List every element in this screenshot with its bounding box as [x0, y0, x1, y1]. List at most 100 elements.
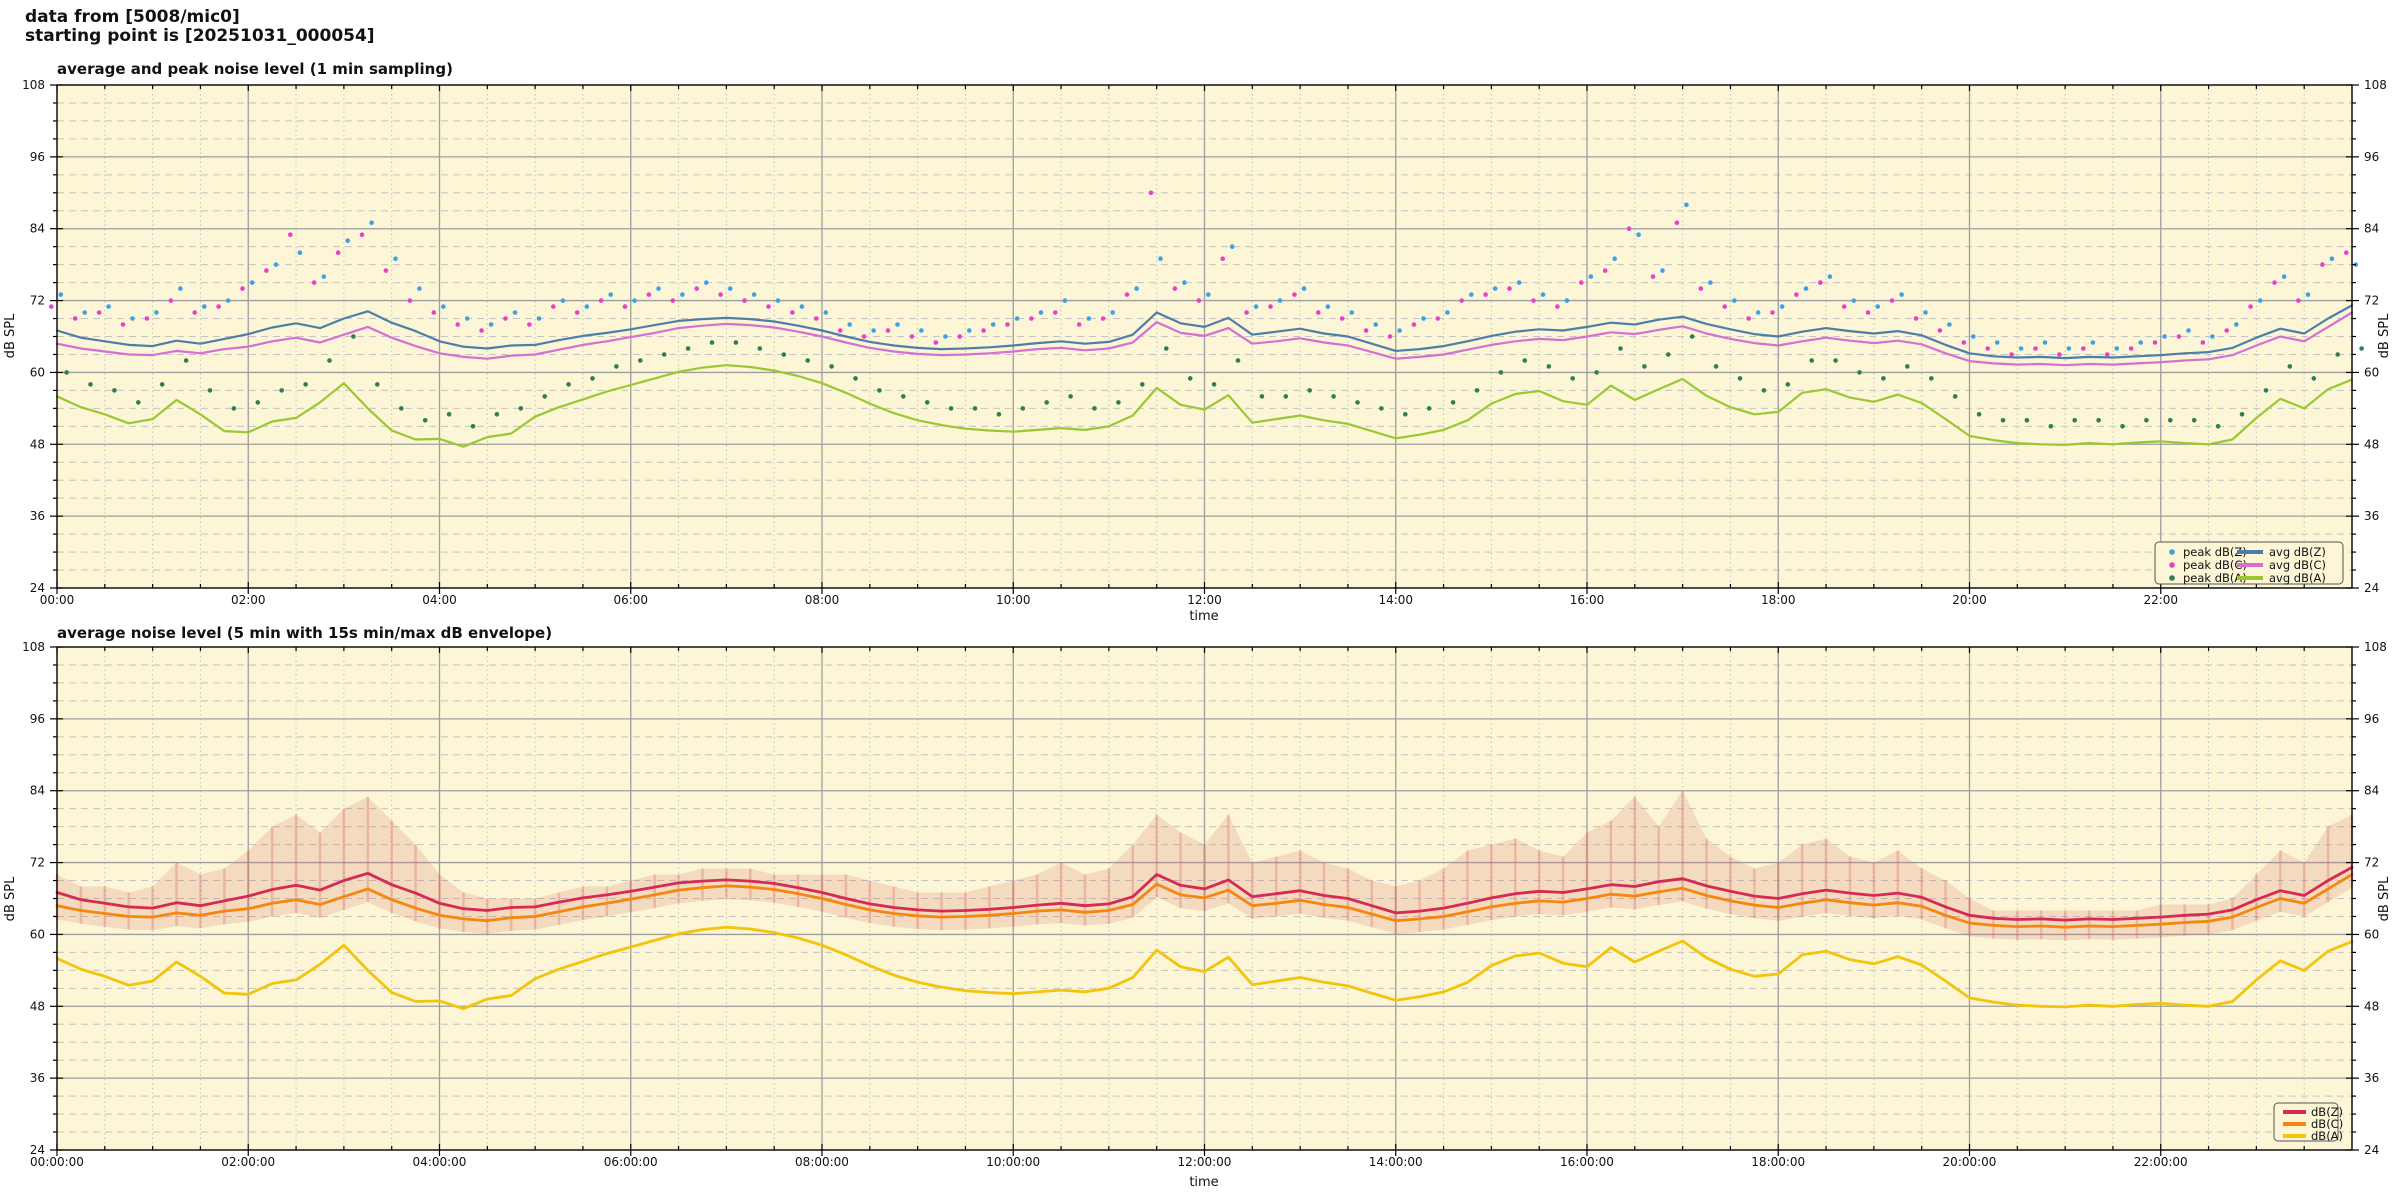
y-tick-label-left: 36: [30, 509, 45, 523]
series-points: [49, 190, 2349, 357]
y-tick-label-left: 84: [30, 222, 45, 236]
series-group: [55, 790, 2354, 1011]
legend: peak dB(Z)peak dB(C)peak dB(A)avg dB(Z)a…: [2154, 541, 2344, 585]
grid-major: [57, 647, 2352, 1150]
y-tick-label-right: 84: [2364, 784, 2379, 798]
legend-entry-label: dB(C): [2311, 1117, 2343, 1131]
x-tick-label: 12:00:00: [1178, 1155, 1232, 1169]
x-tick-label: 02:00: [231, 593, 266, 607]
y-tick-label-left: 48: [30, 437, 45, 451]
y-tick-label-left: 24: [30, 1143, 45, 1157]
chart-avg-5min-plot-area: 00:00:00 02:00:00 04:00:00 06:00:00 08:00:00…: [22, 640, 2387, 1169]
series-group: [49, 190, 2364, 448]
series-line: [55, 304, 2354, 360]
legend-entry-label: dB(Z): [2311, 1105, 2343, 1119]
axis-ticks: [50, 646, 2359, 1156]
y-tick-label-right: 60: [2364, 927, 2379, 941]
x-tick-label: 06:00: [613, 593, 648, 607]
envelope-band: [57, 790, 2352, 941]
legend-entry-label: dB(A): [2311, 1129, 2343, 1143]
chart-avg-5min-envelope: average noise level (5 min with 15s min/…: [3, 624, 2392, 1190]
chart-avg-5min-title: average noise level (5 min with 15s min/…: [57, 624, 552, 642]
y-tick-label-left: 108: [22, 78, 45, 92]
series-line: [55, 925, 2354, 1011]
series-line: [55, 364, 2354, 448]
y-tick-label-left: 84: [30, 784, 45, 798]
x-tick-label: 22:00: [2143, 593, 2178, 607]
y-tick-label-left: 96: [30, 712, 45, 726]
y-tick-label-left: 60: [30, 365, 45, 379]
x-tick-label: 00:00: [40, 593, 75, 607]
tick-labels: 00:00:00 02:00:00 04:00:00 06:00:00 08:00:00…: [22, 640, 2387, 1169]
chart-avg-5min-ylabel-right: dB SPL: [2377, 876, 2392, 921]
y-tick-label-left: 24: [30, 581, 45, 595]
y-tick-label-right: 108: [2364, 640, 2387, 654]
x-tick-label: 16:00:00: [1560, 1155, 1614, 1169]
legend-point-marker: [2169, 562, 2175, 568]
chart-avg-peak-ylabel-left: dB SPL: [3, 313, 18, 358]
header-line2: starting point is [20251031_000054]: [25, 26, 375, 46]
legend-entry-label: peak dB(A): [2183, 571, 2247, 585]
x-tick-label: 18:00: [1761, 593, 1796, 607]
y-tick-label-left: 36: [30, 1071, 45, 1085]
legend-entry-label: avg dB(Z): [2269, 545, 2326, 559]
chart-avg-peak-xlabel: time: [1189, 609, 1218, 624]
chart-avg-5min-xlabel: time: [1189, 1175, 1218, 1190]
x-tick-label: 08:00: [805, 593, 840, 607]
y-tick-label-right: 36: [2364, 1071, 2379, 1085]
legend-entry-label: avg dB(C): [2269, 558, 2326, 572]
x-tick-label: 04:00: [422, 593, 457, 607]
series-line: [55, 873, 2354, 929]
x-tick-label: 10:00:00: [986, 1155, 1040, 1169]
y-tick-label-left: 72: [30, 856, 45, 870]
series-points: [58, 202, 2359, 351]
chart-avg-peak-ylabel-right: dB SPL: [2377, 313, 2392, 358]
y-tick-label-right: 72: [2364, 294, 2379, 308]
y-tick-label-right: 60: [2364, 365, 2379, 379]
legend-entry-label: peak dB(Z): [2183, 545, 2247, 559]
y-tick-label-right: 84: [2364, 222, 2379, 236]
x-tick-label: 20:00: [1952, 593, 1987, 607]
legend-point-marker: [2169, 575, 2175, 581]
series-line: [55, 866, 2354, 922]
legend-point-marker: [2169, 549, 2175, 555]
x-tick-label: 04:00:00: [413, 1155, 467, 1169]
legend-entry-label: peak dB(C): [2183, 558, 2247, 572]
y-tick-label-left: 72: [30, 294, 45, 308]
y-tick-label-right: 24: [2364, 581, 2379, 595]
x-tick-label: 12:00: [1187, 593, 1222, 607]
y-tick-label-right: 48: [2364, 437, 2379, 451]
x-tick-label: 00:00:00: [30, 1155, 84, 1169]
chart-avg-peak-title: average and peak noise level (1 min samp…: [57, 60, 453, 78]
y-tick-label-right: 36: [2364, 509, 2379, 523]
y-tick-label-right: 96: [2364, 712, 2379, 726]
x-tick-label: 22:00:00: [2134, 1155, 2188, 1169]
legend-entry-label: avg dB(A): [2269, 571, 2326, 585]
y-tick-label-right: 96: [2364, 150, 2379, 164]
y-tick-label-left: 48: [30, 999, 45, 1013]
series-line: [55, 311, 2354, 367]
series-points: [64, 334, 2364, 429]
y-tick-label-left: 108: [22, 640, 45, 654]
chart-avg-5min-ylabel-left: dB SPL: [3, 876, 18, 921]
x-tick-label: 10:00: [996, 593, 1031, 607]
axis-ticks: [50, 84, 2359, 594]
y-tick-label-right: 48: [2364, 999, 2379, 1013]
x-tick-label: 20:00:00: [1943, 1155, 1997, 1169]
x-tick-label: 16:00: [1570, 593, 1605, 607]
x-tick-label: 06:00:00: [604, 1155, 658, 1169]
y-tick-label-left: 60: [30, 927, 45, 941]
tick-labels: 00:00 02:00 04:00 06:00 08:00 10:00 12:00 14:00…: [22, 78, 2387, 607]
y-tick-label-left: 96: [30, 150, 45, 164]
chart-avg-peak-1min: average and peak noise level (1 min samp…: [3, 60, 2392, 624]
x-tick-label: 02:00:00: [221, 1155, 275, 1169]
x-tick-label: 08:00:00: [795, 1155, 849, 1169]
x-tick-label: 14:00:00: [1369, 1155, 1423, 1169]
chart-avg-peak-plot-area: 00:00 02:00 04:00 06:00 08:00 10:00 12:00 14:00…: [22, 78, 2387, 607]
y-tick-label-right: 72: [2364, 856, 2379, 870]
x-tick-label: 18:00:00: [1751, 1155, 1805, 1169]
y-tick-label-right: 108: [2364, 78, 2387, 92]
legend: dB(Z)dB(C)dB(A): [2273, 1102, 2343, 1143]
